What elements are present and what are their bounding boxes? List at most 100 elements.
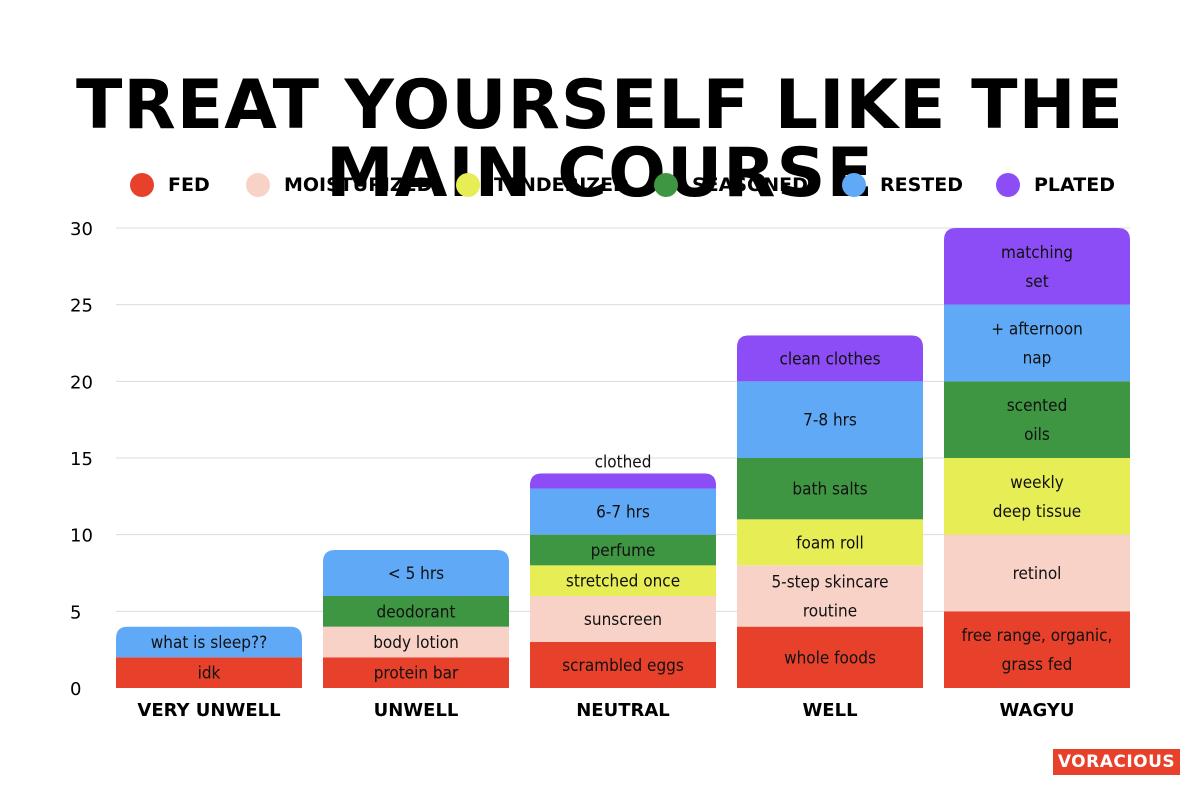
category-label: WAGYU [999, 700, 1074, 721]
bar-segment-moisturized [944, 534, 1130, 612]
bar-well [737, 335, 923, 688]
bar-segment-fed [737, 626, 923, 688]
legend-item-rested: RESTED [842, 170, 963, 200]
bar-segment-fed [323, 657, 509, 688]
segment-label-line: scrambled eggs [562, 656, 684, 676]
segment-label-line: what is sleep?? [151, 633, 268, 653]
segment-label: what is sleep?? [151, 633, 268, 653]
bar-unwell [323, 550, 509, 688]
segment-label: scrambled eggs [562, 656, 684, 676]
segment-label: 6-7 hrs [596, 503, 650, 523]
segment-label-line: clothed [595, 452, 652, 472]
bar-segment-seasoned [737, 458, 923, 520]
bar-segment-fed [116, 657, 302, 688]
legend-label: SEASONED [692, 174, 808, 196]
segment-label: idk [198, 664, 221, 684]
segment-label-line: whole foods [784, 648, 876, 668]
bar-segment-plated [737, 335, 923, 382]
legend-swatch [456, 173, 480, 197]
bar-segment-plated [944, 228, 1130, 305]
segment-label-line: scented [1007, 396, 1068, 416]
segment-label-line: retinol [1013, 564, 1062, 584]
segment-label: weekly deep tissue [993, 473, 1081, 522]
bar-segment-tenderized [530, 565, 716, 596]
segment-label: matching set [1001, 243, 1073, 292]
bar-segment-tenderized [737, 519, 923, 566]
segment-label: bath salts [792, 480, 867, 500]
segment-label-line: 6-7 hrs [596, 503, 650, 523]
segment-label: < 5 hrs [388, 564, 444, 584]
voracious-logo: VORACIOUS [1053, 749, 1180, 775]
legend-label: MOISTURIZED [284, 174, 433, 196]
legend: FED MOISTURIZED TENDERIZED SEASONED RESTED PL… [0, 170, 1200, 200]
legend-item-plated: PLATED [996, 170, 1115, 200]
segment-label-line: + afternoon [991, 320, 1083, 340]
segment-label: whole foods [784, 648, 876, 668]
segment-label-line: free range, organic, [962, 626, 1113, 646]
bar-segment-moisturized [530, 596, 716, 642]
legend-item-tenderized: TENDERIZED [456, 170, 629, 200]
legend-item-fed: FED [130, 170, 210, 200]
y-tick-label: 25 [70, 296, 93, 317]
segment-label-line: clean clothes [779, 349, 880, 369]
bar-segment-seasoned [944, 381, 1130, 458]
chart-title: TREAT YOURSELF LIKE THE MAIN COURSE [76, 66, 1124, 213]
segment-label: deodorant [377, 602, 456, 622]
segment-label: retinol [1013, 564, 1062, 584]
segment-label-line: deep tissue [993, 502, 1081, 522]
segment-label-line: bath salts [792, 480, 867, 500]
bar-segment-fed [944, 611, 1130, 688]
bar-neutral [530, 473, 716, 688]
segment-label-line: nap [1023, 349, 1052, 369]
segment-label: stretched once [566, 572, 680, 592]
bar-segment-plated [530, 473, 716, 489]
segment-label-line: oils [1024, 425, 1050, 445]
segment-label: + afternoon nap [991, 320, 1083, 369]
bar-segment-rested [737, 381, 923, 458]
category-label: UNWELL [374, 700, 459, 721]
segment-label-line: perfume [591, 541, 656, 561]
segment-label: 5-step skincare routine [771, 573, 888, 622]
segment-label-line: < 5 hrs [388, 564, 444, 584]
legend-label: FED [168, 174, 210, 196]
bar-segment-seasoned [530, 534, 716, 566]
segment-label: protein bar [374, 664, 459, 684]
bar-segment-rested [116, 626, 302, 658]
segment-label-line: idk [198, 664, 221, 684]
bar-segment-rested [944, 304, 1130, 382]
bar-wagyu [944, 228, 1130, 688]
bar-segment-moisturized [737, 565, 923, 627]
segment-label: clothed [595, 452, 652, 472]
legend-swatch [246, 173, 270, 197]
category-label: WELL [802, 700, 857, 721]
bar-segment-moisturized [323, 626, 509, 658]
segment-label-line: deodorant [377, 602, 456, 622]
segment-label-line: protein bar [374, 664, 459, 684]
y-tick-label: 0 [70, 679, 81, 700]
segment-label-line: foam roll [796, 533, 864, 553]
segment-label: sunscreen [584, 610, 662, 630]
segment-label: clean clothes [779, 349, 880, 369]
segment-label-line: 7-8 hrs [803, 411, 857, 431]
segment-label-line: weekly [1010, 473, 1064, 493]
y-tick-label: 20 [70, 372, 93, 393]
bar-segment-seasoned [323, 596, 509, 627]
segment-label: scented oils [1007, 396, 1068, 445]
legend-swatch [996, 173, 1020, 197]
segment-label-line: matching [1001, 243, 1073, 263]
bar-segment-tenderized [944, 458, 1130, 535]
segment-label-line: routine [803, 602, 857, 622]
segment-label: foam roll [796, 533, 864, 553]
legend-item-seasoned: SEASONED [654, 170, 808, 200]
y-tick-label: 30 [70, 219, 93, 240]
y-tick-label: 5 [70, 602, 81, 623]
y-tick-label: 15 [70, 449, 93, 470]
segment-label-line: set [1025, 272, 1048, 292]
legend-swatch [130, 173, 154, 197]
segment-label-line: sunscreen [584, 610, 662, 630]
legend-item-moisturized: MOISTURIZED [246, 170, 432, 200]
bar-segment-rested [323, 550, 509, 596]
segment-label: 7-8 hrs [803, 411, 857, 431]
segment-label: perfume [591, 541, 656, 561]
